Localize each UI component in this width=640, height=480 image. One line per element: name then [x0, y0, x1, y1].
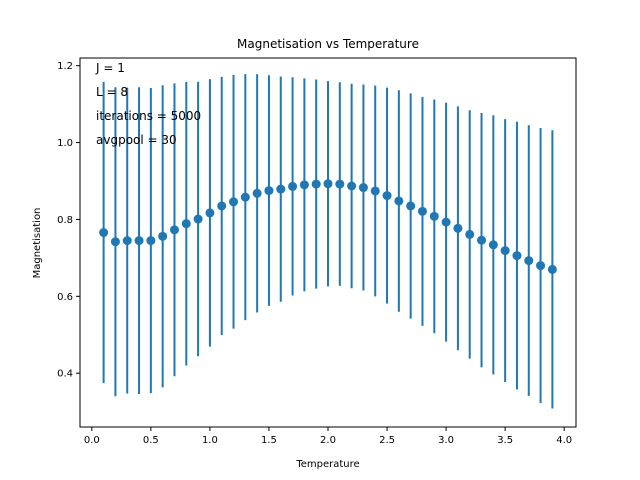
data-points: [99, 179, 557, 274]
data-point: [347, 181, 357, 191]
chart-title: Magnetisation vs Temperature: [237, 37, 419, 51]
data-point: [134, 236, 144, 246]
data-point: [417, 206, 427, 216]
data-point: [547, 264, 557, 274]
data-point: [240, 192, 250, 202]
data-point: [453, 223, 463, 233]
data-point: [441, 217, 451, 227]
annotation-line: L = 8: [96, 85, 128, 99]
data-point: [465, 229, 475, 239]
x-tick-label: 3.5: [497, 435, 513, 446]
y-axis-ticks: 0.4 0.6 0.8 1.0 1.2: [57, 61, 80, 380]
data-point: [512, 251, 522, 261]
data-point: [264, 186, 274, 196]
data-point: [477, 235, 487, 245]
y-tick-label: 1.0: [57, 138, 73, 149]
data-point: [323, 179, 333, 189]
data-point: [382, 191, 392, 201]
x-axis-ticks: 0.0 0.5 1.0 1.5 2.0 2.5 3.0 3.5 4.0: [84, 427, 572, 446]
parameter-annotations: J = 1 L = 8 iterations = 5000 avgpool = 30: [95, 61, 201, 147]
data-point: [488, 240, 498, 250]
data-point: [229, 197, 239, 207]
data-point: [406, 201, 416, 211]
data-point: [181, 219, 191, 229]
data-point: [429, 211, 439, 221]
x-tick-label: 1.0: [202, 435, 218, 446]
x-tick-label: 1.5: [261, 435, 277, 446]
data-point: [122, 236, 132, 246]
data-point: [536, 261, 546, 271]
data-point: [276, 184, 286, 194]
y-tick-label: 0.8: [57, 215, 73, 226]
y-axis-label: Magnetisation: [32, 208, 43, 279]
x-tick-label: 0.0: [84, 435, 100, 446]
annotation-line: iterations = 5000: [96, 109, 201, 123]
data-point: [524, 256, 534, 266]
data-point: [335, 179, 345, 189]
data-point: [205, 208, 215, 218]
annotation-line: J = 1: [95, 61, 125, 75]
x-tick-label: 2.0: [320, 435, 336, 446]
data-point: [252, 188, 262, 198]
data-point: [299, 180, 309, 190]
x-tick-label: 2.5: [379, 435, 395, 446]
y-tick-label: 1.2: [57, 61, 73, 72]
x-tick-label: 3.0: [438, 435, 454, 446]
x-tick-label: 0.5: [143, 435, 159, 446]
data-point: [158, 231, 168, 241]
data-point: [288, 181, 298, 191]
data-point: [370, 186, 380, 196]
data-point: [169, 225, 179, 235]
x-axis-label: Temperature: [295, 459, 359, 470]
data-point: [311, 179, 321, 189]
plot-frame: [79, 57, 577, 428]
data-point: [358, 183, 368, 193]
annotation-line: avgpool = 30: [96, 133, 177, 147]
data-point: [394, 196, 404, 206]
x-tick-label: 4.0: [556, 435, 572, 446]
data-point: [217, 201, 227, 211]
data-point: [110, 237, 120, 247]
data-point: [193, 214, 203, 224]
y-tick-label: 0.6: [57, 292, 73, 303]
data-point: [99, 228, 109, 238]
data-point: [146, 236, 156, 246]
data-point: [500, 246, 510, 256]
y-tick-label: 0.4: [57, 369, 73, 380]
